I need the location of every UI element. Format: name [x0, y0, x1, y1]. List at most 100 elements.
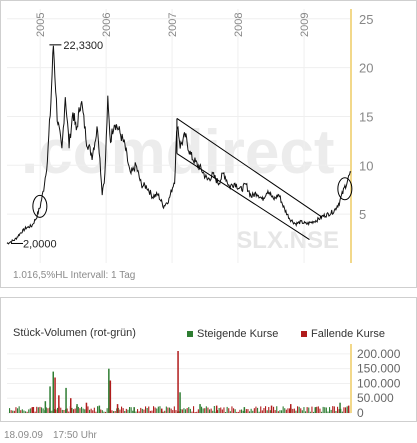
- volume-bar: [313, 411, 315, 413]
- volume-bar: [255, 406, 257, 413]
- volume-spike: [70, 398, 72, 413]
- highlight-circle: [337, 177, 353, 201]
- volume-bar: [300, 408, 302, 413]
- volume-bar: [146, 408, 148, 413]
- volume-bar: [261, 410, 263, 413]
- volume-bar: [154, 407, 156, 413]
- highlight-circle: [32, 194, 48, 218]
- volume-bar: [341, 411, 343, 413]
- y-tick-label: 10: [359, 158, 373, 173]
- volume-bar: [343, 407, 345, 413]
- volume-bar: [18, 406, 20, 413]
- volume-bar: [167, 407, 169, 413]
- volume-bar: [68, 411, 70, 413]
- volume-bar: [74, 408, 76, 413]
- volume-bar: [170, 408, 172, 413]
- volume-bar: [282, 406, 284, 413]
- volume-bar: [293, 408, 295, 413]
- volume-spike: [109, 380, 112, 413]
- volume-bar: [228, 408, 230, 413]
- volume-chart-panel: Stück-Volumen (rot-grün) Steigende Kurse…: [0, 297, 417, 422]
- volume-bar: [36, 406, 38, 413]
- volume-bar: [279, 410, 281, 413]
- volume-bar: [281, 410, 283, 413]
- legend-rising-swatch: [187, 331, 193, 338]
- volume-bar: [292, 408, 294, 413]
- volume-spike: [215, 405, 218, 413]
- volume-bar: [140, 407, 142, 413]
- volume-bar: [284, 408, 286, 413]
- interval-selector[interactable]: Intervall: 1 Tag: [70, 270, 136, 281]
- volume-bar: [20, 410, 22, 413]
- volume-bar: [111, 410, 113, 413]
- volume-bar: [73, 409, 75, 413]
- volume-bar: [253, 408, 255, 413]
- volume-bar: [17, 408, 19, 413]
- volume-bar: [162, 411, 164, 413]
- legend-falling-label: Fallende Kurse: [311, 328, 385, 340]
- volume-bar: [273, 406, 275, 413]
- volume-spike: [179, 392, 181, 413]
- volume-spike: [314, 407, 317, 413]
- volume-bar: [100, 409, 102, 413]
- volume-bar: [122, 408, 124, 413]
- volume-bar: [106, 408, 108, 413]
- volume-bar: [42, 408, 44, 413]
- volume-bar: [183, 408, 185, 413]
- volume-bar: [164, 410, 166, 413]
- volume-bar: [298, 406, 300, 413]
- volume-bar: [205, 406, 207, 413]
- volume-bar: [287, 408, 289, 413]
- y-tick-label: 15: [359, 109, 373, 124]
- volume-bar: [84, 409, 86, 413]
- volume-bar: [329, 407, 331, 413]
- volume-bar: [9, 408, 11, 413]
- volume-spike: [270, 405, 273, 413]
- volume-bar: [322, 406, 324, 413]
- volume-bar: [33, 407, 35, 413]
- volume-bar: [79, 408, 81, 413]
- volume-bar: [169, 407, 171, 413]
- volume-spike: [177, 351, 179, 413]
- volume-bar: [193, 406, 195, 413]
- volume-bar: [242, 410, 244, 413]
- volume-bar: [63, 410, 65, 413]
- volume-bar: [37, 407, 39, 413]
- volume-bar: [252, 410, 254, 413]
- volume-bar: [95, 411, 97, 413]
- volume-bar: [276, 406, 278, 413]
- trend-channel-upper: [176, 118, 323, 218]
- volume-spike: [85, 402, 88, 413]
- price-chart-panel: .comdirect SLX.NSE 5 10 15 20 25 2005 2006 2007 20…: [0, 0, 417, 288]
- volume-spike: [49, 386, 51, 413]
- volume-bar: [333, 406, 335, 413]
- volume-bar: [129, 407, 131, 413]
- volume-bar: [209, 409, 211, 413]
- volume-bar: [268, 407, 270, 413]
- volume-bar: [12, 410, 14, 413]
- low-annotation: 2,0000: [23, 238, 57, 250]
- volume-bar: [285, 409, 287, 413]
- volume-bar: [295, 410, 297, 413]
- volume-bar: [92, 410, 94, 413]
- volume-spike: [133, 407, 135, 413]
- volume-bar: [130, 407, 132, 413]
- volume-bar: [26, 411, 28, 413]
- volume-bar: [236, 411, 238, 413]
- volume-bar: [269, 410, 271, 413]
- volume-bar: [306, 407, 308, 413]
- volume-bar: [260, 406, 262, 413]
- volume-bar: [225, 412, 227, 413]
- volume-bar: [338, 409, 340, 413]
- volume-y-tick-label: 150.000: [357, 362, 401, 376]
- volume-bar: [60, 407, 62, 413]
- volume-bar: [332, 406, 334, 413]
- hl-toggle[interactable]: HL: [55, 270, 68, 281]
- volume-bar: [101, 410, 103, 413]
- legend-rising: Steigende Kurse: [187, 328, 278, 340]
- volume-bar: [157, 406, 159, 413]
- volume-bar: [149, 410, 151, 413]
- volume-bar: [15, 407, 17, 413]
- volume-bar: [241, 409, 243, 413]
- volume-y-tick-label: 0: [357, 406, 364, 420]
